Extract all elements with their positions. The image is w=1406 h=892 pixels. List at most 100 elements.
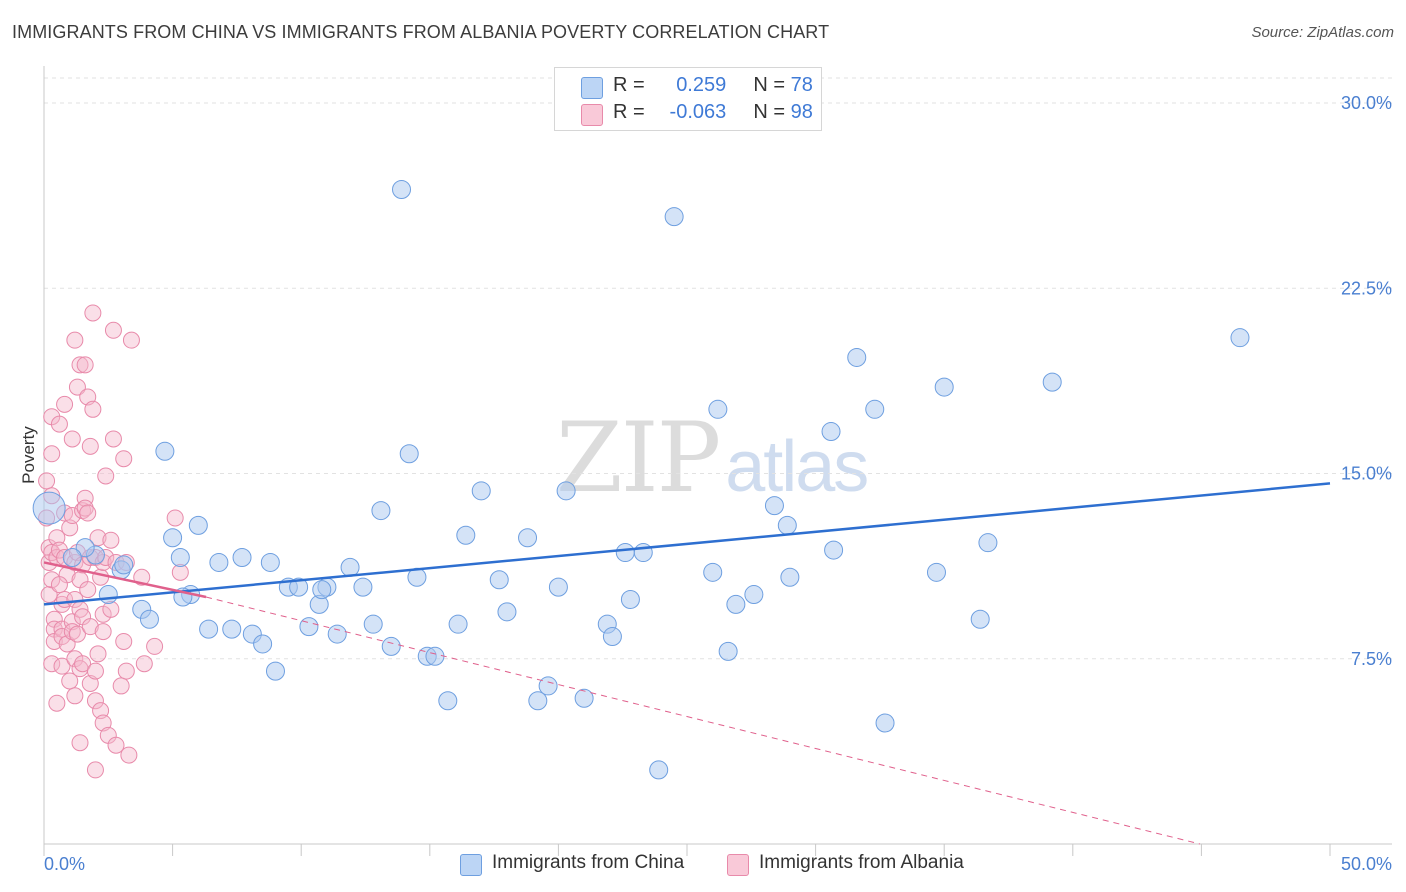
china-point: [456, 525, 476, 545]
china-trend-line: [43, 482, 1331, 606]
china-point: [327, 624, 347, 644]
china-point: [602, 627, 622, 647]
watermark-zip: ZIP: [556, 402, 721, 514]
china-legend-label: Immigrants from China: [492, 852, 685, 873]
albania-point: [76, 489, 94, 507]
china-point: [163, 528, 183, 548]
albania-point: [68, 625, 86, 643]
watermark: ZIPatlas: [556, 402, 869, 514]
albania-point: [43, 655, 61, 673]
label-layer: 7.5% 15.0% 22.5% 30.0% 0.0% 50.0% Poverty: [19, 93, 1392, 874]
albania-point: [112, 677, 130, 695]
y-tick-label: 15.0%: [1341, 464, 1392, 484]
albania-trend-solid: [43, 561, 207, 599]
china-point: [299, 617, 319, 637]
albania-point: [43, 445, 61, 463]
china-point: [155, 441, 175, 461]
china-point: [471, 481, 491, 501]
china-point: [289, 577, 309, 597]
china-point: [114, 555, 134, 575]
china-point: [371, 501, 391, 521]
china-point: [934, 377, 954, 397]
china-point: [875, 713, 895, 733]
y-tick-label: 7.5%: [1351, 649, 1392, 669]
china-point: [744, 585, 764, 605]
china-point: [821, 422, 841, 442]
x-tick-label-max: 50.0%: [1341, 854, 1392, 874]
china-point: [970, 609, 990, 629]
albania-point: [84, 400, 102, 418]
y-tick-label: 22.5%: [1341, 278, 1392, 298]
china-point: [708, 399, 728, 419]
albania-point: [86, 692, 104, 710]
china-point: [265, 661, 285, 681]
china-point: [556, 481, 576, 501]
axis-layer: [43, 66, 1392, 856]
albania-point: [102, 531, 120, 549]
n-label: N =: [753, 74, 786, 96]
albania-point: [53, 657, 71, 675]
albania-point: [71, 734, 89, 752]
china-point: [824, 540, 844, 560]
china-point: [232, 547, 252, 567]
china-point: [392, 179, 412, 199]
r-value: 0.259: [676, 74, 727, 96]
china-point: [978, 533, 998, 553]
albania-point: [92, 568, 110, 586]
albania-point: [61, 672, 79, 690]
china-point: [199, 619, 219, 639]
china-point: [32, 491, 66, 525]
albania-point: [102, 600, 120, 618]
china-point: [222, 619, 242, 639]
r-label: R =: [613, 74, 645, 96]
albania-swatch: [581, 104, 603, 126]
china-point: [381, 636, 401, 656]
china-point: [188, 515, 208, 535]
albania-point: [66, 687, 84, 705]
china-point: [718, 641, 738, 661]
china-point: [489, 570, 509, 590]
trend-layer: [43, 482, 1331, 845]
albania-point: [74, 655, 92, 673]
albania-point: [84, 304, 102, 322]
y-tick-label: 30.0%: [1341, 93, 1392, 113]
albania-point: [66, 590, 84, 608]
albania-point: [97, 467, 115, 485]
albania-point: [117, 662, 135, 680]
chart-title: IMMIGRANTS FROM CHINA VS IMMIGRANTS FROM…: [12, 22, 830, 42]
albania-point: [86, 761, 104, 779]
china-point: [926, 562, 946, 582]
china-point: [340, 557, 360, 577]
china-point: [170, 547, 190, 567]
legend-china-text: R = 0.259 N = 78: [613, 74, 813, 97]
china-point: [62, 547, 82, 567]
china-point: [1042, 372, 1062, 392]
albania-swatch: [727, 854, 749, 876]
n-value: 98: [790, 101, 813, 123]
china-point: [703, 562, 723, 582]
china-point: [139, 609, 159, 629]
x-tick-label-min: 0.0%: [44, 854, 85, 874]
albania-point: [104, 321, 122, 339]
albania-point: [120, 746, 138, 764]
china-point: [1230, 328, 1250, 348]
china-point: [847, 347, 867, 367]
albania-point: [71, 356, 89, 374]
china-point: [312, 580, 332, 600]
china-point: [518, 528, 538, 548]
albania-point: [38, 472, 56, 490]
china-point: [260, 552, 280, 572]
albania-point: [81, 618, 99, 636]
albania-point: [135, 655, 153, 673]
legend-albania-text: R = -0.063 N = 98: [613, 101, 813, 124]
china-point: [865, 399, 885, 419]
albania-point: [94, 623, 112, 641]
china-point: [620, 589, 640, 609]
china-swatch: [581, 77, 603, 99]
albania-point: [89, 645, 107, 663]
albania-point: [122, 331, 140, 349]
china-point: [764, 496, 784, 516]
china-point: [726, 594, 746, 614]
china-point: [777, 515, 797, 535]
